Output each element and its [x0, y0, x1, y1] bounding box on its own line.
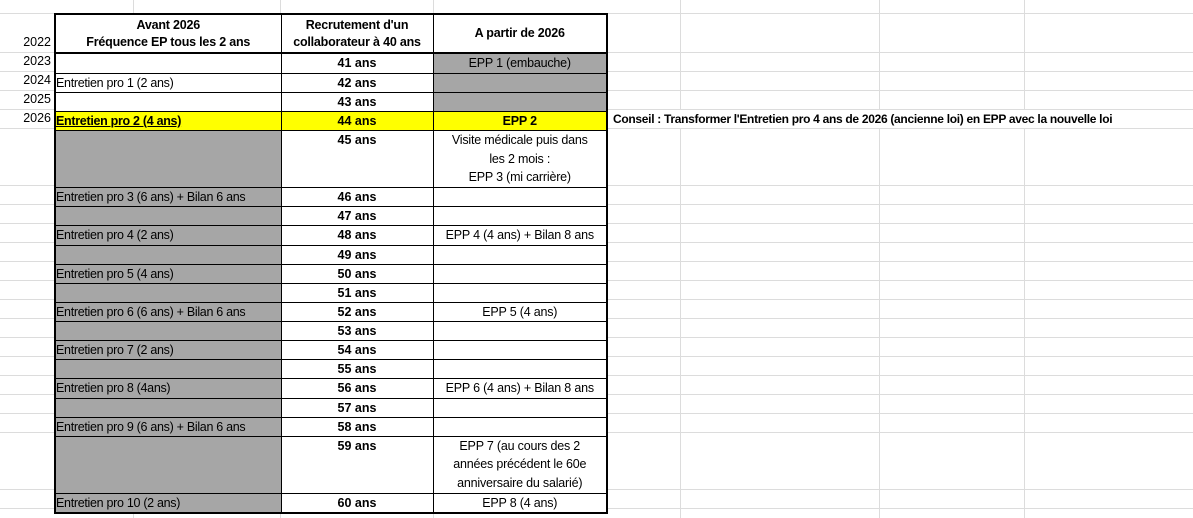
- table-cell-c1[interactable]: [54, 52, 282, 74]
- table-cell-c1[interactable]: Entretien pro 10 (2 ans): [54, 492, 282, 514]
- table-cell-c1[interactable]: [54, 435, 282, 494]
- table-cell-c3[interactable]: EPP 2: [432, 110, 608, 131]
- table-row: 51 ans: [54, 282, 608, 303]
- table-cell-c3[interactable]: [432, 416, 608, 437]
- table-row: 49 ans: [54, 244, 608, 265]
- table-cell-c2[interactable]: 56 ans: [280, 378, 434, 399]
- table-cell-c2[interactable]: 48 ans: [280, 225, 434, 246]
- table-row: Entretien pro 9 (6 ans) + Bilan 6 ans 58 …: [54, 416, 608, 437]
- gridline-vertical: [680, 0, 681, 518]
- table-cell-c1[interactable]: [54, 397, 282, 418]
- table-cell-c3[interactable]: EPP 6 (4 ans) + Bilan 8 ans: [432, 378, 608, 399]
- header-cell-a-partir-de-2026[interactable]: A partir de 2026: [432, 13, 608, 54]
- table-cell-c2[interactable]: 57 ans: [280, 397, 434, 418]
- table-row: Entretien pro 7 (2 ans) 54 ans: [54, 340, 608, 360]
- table-cell-c1[interactable]: Entretien pro 1 (2 ans): [54, 72, 282, 93]
- gridline-vertical: [879, 0, 880, 518]
- table-cell-c1[interactable]: [54, 359, 282, 379]
- table-cell-c2[interactable]: 54 ans: [280, 340, 434, 360]
- table-cell-c2[interactable]: 47 ans: [280, 206, 434, 226]
- table-cell-c1[interactable]: Entretien pro 3 (6 ans) + Bilan 6 ans: [54, 187, 282, 207]
- table-cell-c3[interactable]: [432, 282, 608, 303]
- table-cell-c3[interactable]: EPP 7 (au cours des 2 années précédent l…: [432, 435, 608, 494]
- table-cell-c3[interactable]: [432, 340, 608, 360]
- table-cell-c2[interactable]: 46 ans: [280, 187, 434, 207]
- table-row: Entretien pro 2 (4 ans) 44 ans EPP 2: [54, 110, 608, 131]
- table-cell-c3[interactable]: [432, 263, 608, 284]
- table-cell-c1[interactable]: [54, 282, 282, 303]
- table-row: 47 ans: [54, 206, 608, 226]
- table-cell-c2[interactable]: 45 ans: [280, 130, 434, 188]
- planning-table: Avant 2026 Fréquence EP tous les 2 ans R…: [54, 13, 608, 514]
- table-cell-c2[interactable]: 41 ans: [280, 52, 434, 74]
- table-cell-c3[interactable]: EPP 5 (4 ans): [432, 301, 608, 322]
- table-row: 57 ans: [54, 397, 608, 418]
- table-row: 41 ans EPP 1 (embauche): [54, 52, 608, 74]
- table-cell-c3[interactable]: [432, 397, 608, 418]
- table-cell-c3[interactable]: [432, 91, 608, 112]
- row-header-year[interactable]: 2026: [23, 111, 51, 125]
- table-cell-c3[interactable]: [432, 359, 608, 379]
- table-row: 53 ans: [54, 321, 608, 341]
- table-cell-c3[interactable]: [432, 206, 608, 226]
- table-cell-c3[interactable]: [432, 72, 608, 93]
- table-cell-c3[interactable]: EPP 8 (4 ans): [432, 492, 608, 514]
- table-row: 43 ans: [54, 91, 608, 112]
- table-cell-c1[interactable]: [54, 244, 282, 265]
- header-cell-avant-2026[interactable]: Avant 2026 Fréquence EP tous les 2 ans: [54, 13, 282, 54]
- conseil-note-cell[interactable]: Conseil : Transformer l'Entretien pro 4 …: [610, 110, 1193, 128]
- table-row: 45 ans Visite médicale puis dans les 2 mo…: [54, 130, 608, 188]
- gridline-vertical: [1024, 0, 1025, 518]
- table-cell-c1[interactable]: [54, 130, 282, 188]
- table-cell-c2[interactable]: 52 ans: [280, 301, 434, 322]
- table-cell-c1[interactable]: Entretien pro 4 (2 ans): [54, 225, 282, 246]
- table-cell-c2[interactable]: 53 ans: [280, 321, 434, 341]
- table-cell-c2[interactable]: 59 ans: [280, 435, 434, 494]
- table-cell-c2[interactable]: 60 ans: [280, 492, 434, 514]
- table-row: Entretien pro 10 (2 ans) 60 ans EPP 8 (4 a…: [54, 492, 608, 514]
- table-cell-c1[interactable]: Entretien pro 2 (4 ans): [54, 110, 282, 131]
- table-cell-c1[interactable]: Entretien pro 8 (4ans): [54, 378, 282, 399]
- table-cell-c3[interactable]: [432, 187, 608, 207]
- table-cell-c1[interactable]: Entretien pro 6 (6 ans) + Bilan 6 ans: [54, 301, 282, 322]
- table-row: Entretien pro 3 (6 ans) + Bilan 6 ans 46 …: [54, 187, 608, 207]
- table-row: Entretien pro 6 (6 ans) + Bilan 6 ans 52 …: [54, 301, 608, 322]
- table-cell-c3[interactable]: [432, 244, 608, 265]
- table-row: 59 ans EPP 7 (au cours des 2 années précé…: [54, 435, 608, 494]
- row-header-year[interactable]: 2025: [23, 92, 51, 106]
- table-cell-c2[interactable]: 55 ans: [280, 359, 434, 379]
- table-cell-c2[interactable]: 44 ans: [280, 110, 434, 131]
- table-cell-c3[interactable]: EPP 1 (embauche): [432, 52, 608, 74]
- table-header-row: Avant 2026 Fréquence EP tous les 2 ans R…: [54, 13, 608, 54]
- header-cell-recrutement[interactable]: Recrutement d'un collaborateur à 40 ans: [280, 13, 434, 54]
- table-cell-c2[interactable]: 50 ans: [280, 263, 434, 284]
- table-cell-c1[interactable]: [54, 91, 282, 112]
- table-cell-c1[interactable]: Entretien pro 9 (6 ans) + Bilan 6 ans: [54, 416, 282, 437]
- table-cell-c2[interactable]: 43 ans: [280, 91, 434, 112]
- table-cell-c3[interactable]: Visite médicale puis dans les 2 mois : E…: [432, 130, 608, 188]
- table-cell-c2[interactable]: 58 ans: [280, 416, 434, 437]
- table-cell-c2[interactable]: 51 ans: [280, 282, 434, 303]
- table-row: Entretien pro 4 (2 ans) 48 ans EPP 4 (4 an…: [54, 225, 608, 246]
- table-cell-c1[interactable]: [54, 206, 282, 226]
- row-header-year[interactable]: 2023: [23, 54, 51, 68]
- table-cell-c1[interactable]: Entretien pro 5 (4 ans): [54, 263, 282, 284]
- table-cell-c3[interactable]: [432, 321, 608, 341]
- table-cell-c1[interactable]: [54, 321, 282, 341]
- table-row: Entretien pro 5 (4 ans) 50 ans: [54, 263, 608, 284]
- table-row: Entretien pro 1 (2 ans) 42 ans: [54, 72, 608, 93]
- table-cell-c1[interactable]: Entretien pro 7 (2 ans): [54, 340, 282, 360]
- table-cell-c2[interactable]: 42 ans: [280, 72, 434, 93]
- row-header-year[interactable]: 2022: [23, 35, 51, 49]
- row-header-year[interactable]: 2024: [23, 73, 51, 87]
- table-row: 55 ans: [54, 359, 608, 379]
- table-cell-c2[interactable]: 49 ans: [280, 244, 434, 265]
- table-row: Entretien pro 8 (4ans) 56 ans EPP 6 (4 ans…: [54, 378, 608, 399]
- table-cell-c3[interactable]: EPP 4 (4 ans) + Bilan 8 ans: [432, 225, 608, 246]
